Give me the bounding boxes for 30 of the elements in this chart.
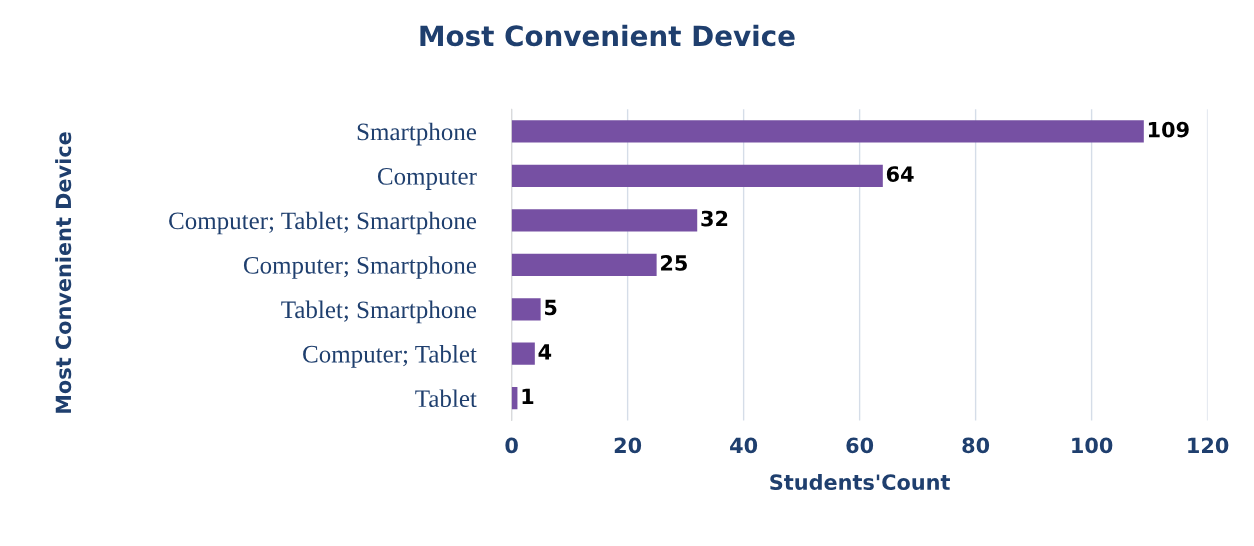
- bar: [511, 164, 883, 188]
- bar: [511, 342, 535, 365]
- x-tick-label: 20: [614, 437, 642, 454]
- y-tick-label: Computer; Smartphone: [243, 256, 477, 279]
- data-label: 32: [701, 210, 728, 227]
- bar: [511, 253, 657, 276]
- y-tick-label: Computer; Tablet; Smartphone: [169, 211, 477, 235]
- y-tick-label: Smartphone: [357, 122, 477, 146]
- chart-title: Most Convenient Device: [420, 24, 795, 47]
- bar: [511, 298, 541, 321]
- data-label: 4: [538, 344, 552, 360]
- x-tick-label: 0: [505, 437, 518, 454]
- data-label: 109: [1148, 121, 1189, 138]
- data-label: 64: [886, 166, 914, 182]
- y-tick-label: Tablet; Smartphone: [281, 300, 477, 324]
- bar: [511, 209, 698, 232]
- data-label: 25: [661, 255, 687, 271]
- y-tick-label: Computer: [377, 168, 477, 190]
- bar: [511, 120, 1144, 143]
- y-axis-title: Most Convenient Device: [55, 132, 72, 413]
- y-tick-label: Tablet: [415, 389, 477, 408]
- x-tick-label: 60: [846, 437, 874, 454]
- x-axis-title: Students'Count: [770, 473, 950, 491]
- x-tick-label: 80: [962, 437, 990, 454]
- data-label: 5: [545, 299, 557, 316]
- data-label: 1: [522, 388, 534, 404]
- y-tick-label: Computer; Tablet: [303, 345, 477, 368]
- x-tick-label: 120: [1188, 437, 1229, 454]
- x-tick-label: 40: [730, 437, 758, 454]
- x-tick-label: 100: [1072, 437, 1113, 454]
